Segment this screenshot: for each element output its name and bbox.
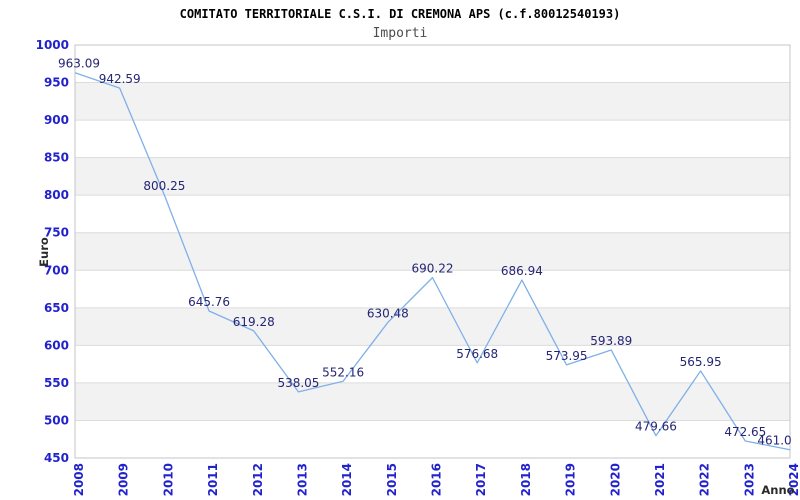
data-point-label: 630.48 bbox=[367, 306, 409, 320]
y-axis-title: Euro bbox=[37, 237, 51, 267]
y-tick-label: 600 bbox=[44, 338, 69, 352]
y-tick-label: 1000 bbox=[36, 38, 69, 52]
x-tick-label: 2008 bbox=[72, 463, 86, 496]
y-tick-label: 550 bbox=[44, 376, 69, 390]
x-tick-label: 2018 bbox=[519, 463, 533, 496]
data-point-label: 573.95 bbox=[546, 349, 588, 363]
x-tick-label: 2023 bbox=[742, 463, 756, 496]
x-tick-label: 2012 bbox=[251, 463, 265, 496]
y-tick-label: 500 bbox=[44, 413, 69, 427]
plot-band bbox=[75, 382, 790, 421]
y-tick-label: 950 bbox=[44, 76, 69, 90]
data-point-label: 538.05 bbox=[277, 376, 319, 390]
data-point-label: 552.16 bbox=[322, 365, 364, 379]
x-tick-label: 2010 bbox=[161, 463, 175, 496]
plot-band bbox=[75, 307, 790, 346]
x-tick-label: 2024 bbox=[787, 463, 800, 496]
x-tick-label: 2022 bbox=[698, 463, 712, 496]
x-tick-label: 2019 bbox=[564, 463, 578, 496]
x-tick-label: 2020 bbox=[608, 463, 622, 496]
y-tick-label: 750 bbox=[44, 226, 69, 240]
data-line bbox=[74, 72, 791, 451]
x-tick-label: 2017 bbox=[474, 463, 488, 496]
data-point-label: 461.0 bbox=[757, 434, 791, 448]
data-point-label: 479.66 bbox=[635, 420, 677, 434]
chart-title: COMITATO TERRITORIALE C.S.I. DI CREMONA … bbox=[179, 7, 621, 21]
x-tick-label: 2021 bbox=[653, 463, 667, 496]
data-point-label: 645.76 bbox=[188, 295, 230, 309]
x-tick-label: 2011 bbox=[206, 463, 220, 496]
data-point-label: 690.22 bbox=[412, 262, 454, 276]
data-point-label: 686.94 bbox=[501, 264, 543, 278]
data-point-label: 576.68 bbox=[456, 347, 498, 361]
y-tick-label: 900 bbox=[44, 113, 69, 127]
y-tick-label: 650 bbox=[44, 301, 69, 315]
y-tick-label: 800 bbox=[44, 188, 69, 202]
data-point-label: 942.59 bbox=[99, 72, 141, 86]
plot-band bbox=[75, 82, 790, 121]
plot-border bbox=[74, 44, 791, 459]
data-point-label: 565.95 bbox=[680, 355, 722, 369]
x-tick-label: 2015 bbox=[385, 463, 399, 496]
plot-band bbox=[75, 232, 790, 271]
x-tick-label: 2016 bbox=[430, 463, 444, 496]
data-point-label: 800.25 bbox=[143, 179, 185, 193]
x-tick-label: 2013 bbox=[295, 463, 309, 496]
data-point-label: 593.89 bbox=[590, 334, 632, 348]
y-tick-label: 700 bbox=[44, 263, 69, 277]
x-tick-label: 2014 bbox=[340, 463, 354, 496]
y-tick-label: 450 bbox=[44, 451, 69, 465]
x-axis-title: Anno bbox=[761, 483, 794, 497]
data-point-label: 472.65 bbox=[724, 425, 766, 439]
x-tick-label: 2009 bbox=[117, 463, 131, 496]
y-tick-label: 850 bbox=[44, 151, 69, 165]
chart-subtitle: Importi bbox=[372, 26, 428, 41]
plot-band bbox=[75, 157, 790, 196]
data-point-label: 963.09 bbox=[58, 57, 100, 71]
data-point-label: 619.28 bbox=[233, 315, 275, 329]
